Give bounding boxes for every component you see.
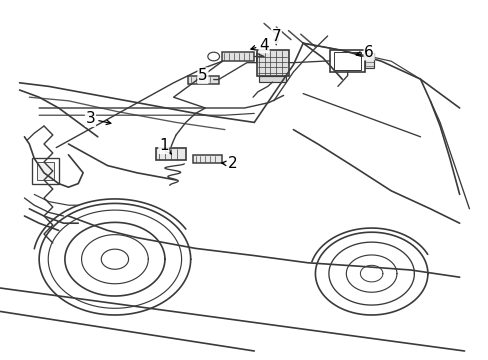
Text: 2: 2 <box>222 156 237 171</box>
Text: 4: 4 <box>250 37 268 53</box>
Bar <box>333 52 361 70</box>
Bar <box>156 148 185 160</box>
Text: 5: 5 <box>198 68 207 83</box>
Text: 1: 1 <box>159 138 171 154</box>
Text: 6: 6 <box>355 45 373 60</box>
Bar <box>259 76 285 82</box>
Bar <box>193 155 221 163</box>
Bar <box>365 53 373 68</box>
Text: 7: 7 <box>271 28 281 44</box>
Bar <box>32 158 59 184</box>
Bar <box>329 50 365 72</box>
Bar <box>37 162 54 180</box>
Bar <box>188 76 218 84</box>
Bar <box>222 52 254 61</box>
Text: 3: 3 <box>85 111 111 126</box>
Bar <box>256 50 288 76</box>
